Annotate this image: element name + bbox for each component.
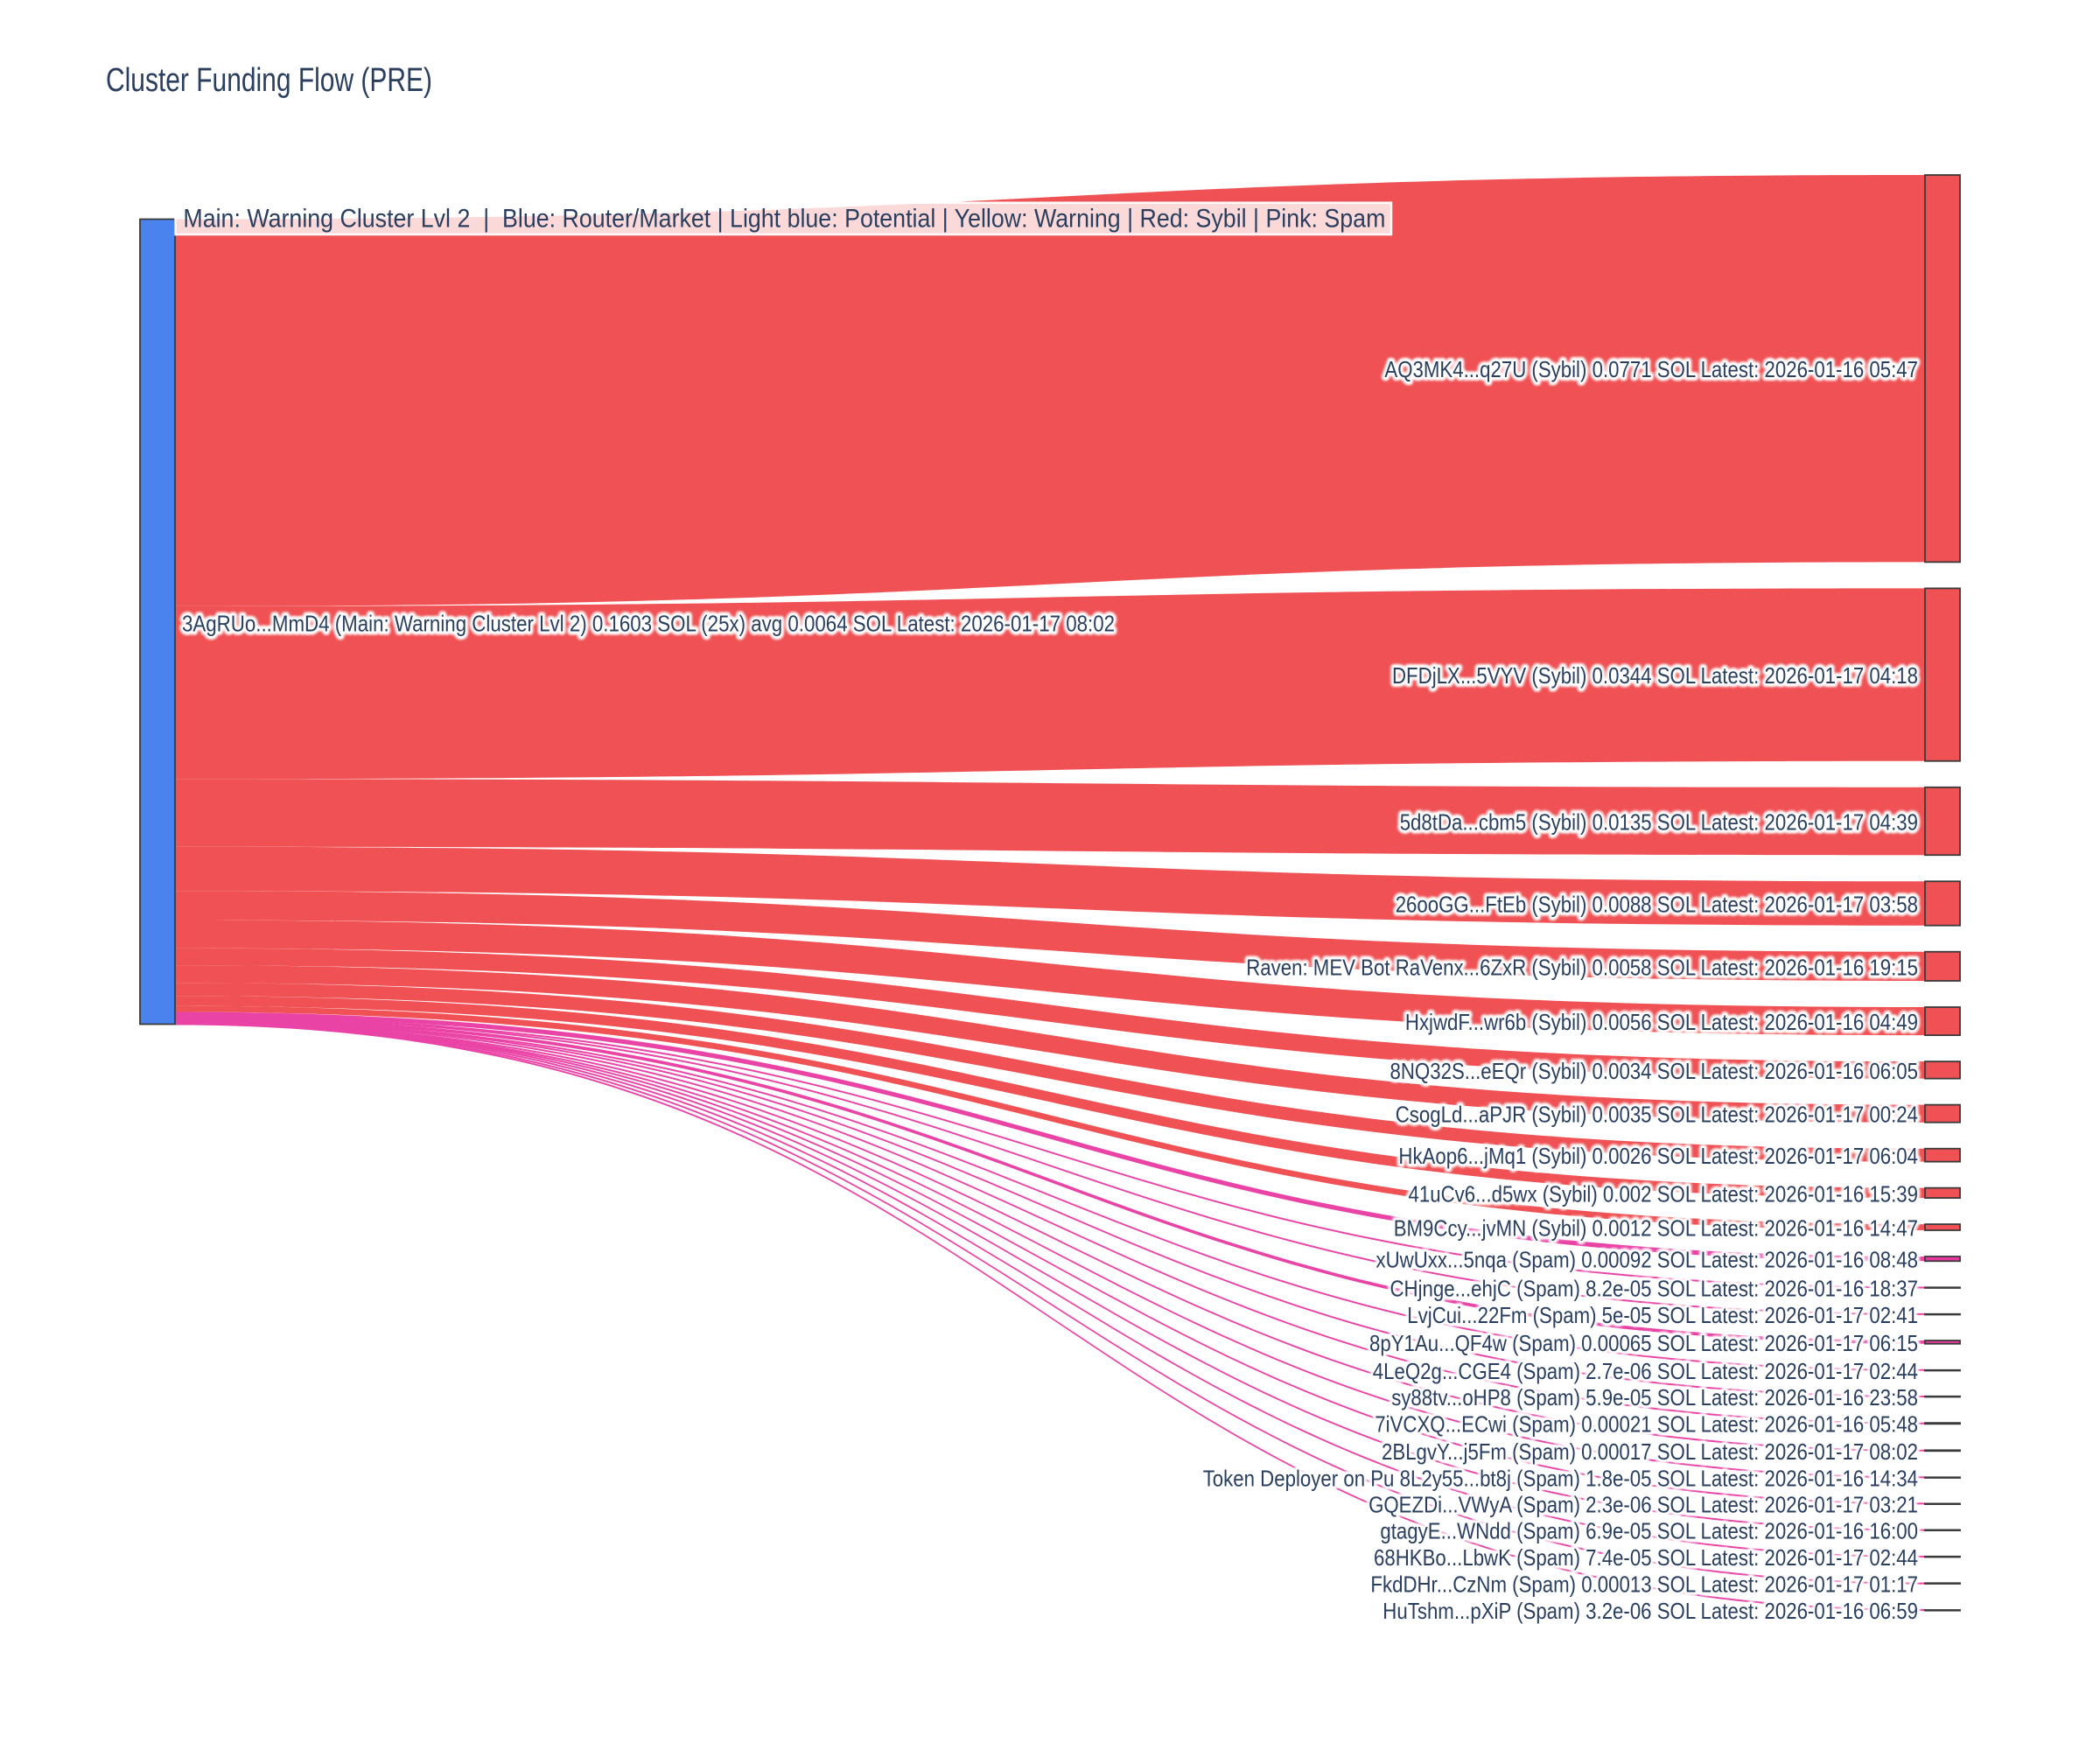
- svg-text:4LeQ2g...CGE4 (Spam) 2.7e-06 S: 4LeQ2g...CGE4 (Spam) 2.7e-06 SOL Latest:…: [1373, 1358, 1918, 1384]
- svg-text:2BLgvY...j5Fm (Spam) 0.00017 S: 2BLgvY...j5Fm (Spam) 0.00017 SOL Latest:…: [1382, 1438, 1918, 1465]
- svg-text:3AgRUo...MmD4 (Main: Warning C: 3AgRUo...MmD4 (Main: Warning Cluster Lvl…: [182, 610, 1115, 636]
- svg-text:5d8tDa...cbm5 (Sybil) 0.0135 S: 5d8tDa...cbm5 (Sybil) 0.0135 SOL Latest:…: [1400, 808, 1918, 835]
- svg-text:Token Deployer on Pu 8L2y55...: Token Deployer on Pu 8L2y55...bt8j (Spam…: [1203, 1465, 1918, 1491]
- svg-text:41uCv6...d5wx (Sybil) 0.002 SO: 41uCv6...d5wx (Sybil) 0.002 SOL Latest: …: [1409, 1180, 1919, 1207]
- svg-text:BM9Ccy...jvMN (Sybil) 0.0012 S: BM9Ccy...jvMN (Sybil) 0.0012 SOL Latest:…: [1394, 1215, 1918, 1242]
- svg-text:AQ3MK4...q27U (Sybil) 0.0771 S: AQ3MK4...q27U (Sybil) 0.0771 SOL Latest:…: [1384, 356, 1918, 382]
- svg-text:Raven: MEV Bot RaVenx...6ZxR (: Raven: MEV Bot RaVenx...6ZxR (Sybil) 0.0…: [1246, 954, 1918, 980]
- svg-text:HuTshm...pXiP (Spam) 3.2e-06 S: HuTshm...pXiP (Spam) 3.2e-06 SOL Latest:…: [1382, 1598, 1918, 1624]
- svg-text:4LeQ2g...CGE4 (Spam) 2.7e-06 S: 4LeQ2g...CGE4 (Spam) 2.7e-06 SOL Latest:…: [1373, 1358, 1918, 1384]
- svg-text:FkdDHr...CzNm (Spam) 0.00013 S: FkdDHr...CzNm (Spam) 0.00013 SOL Latest:…: [1370, 1572, 1918, 1598]
- svg-text:CsogLd...aPJR (Sybil) 0.0035 S: CsogLd...aPJR (Sybil) 0.0035 SOL Latest:…: [1396, 1102, 1918, 1128]
- svg-text:68HKBo...LbwK (Spam) 7.4e-05 S: 68HKBo...LbwK (Spam) 7.4e-05 SOL Latest:…: [1374, 1544, 1918, 1571]
- svg-text:Main: Warning Cluster Lvl 2 |: Main: Warning Cluster Lvl 2 | Blue: Rout…: [183, 205, 1385, 234]
- svg-text:8NQ32S...eEQr (Sybil) 0.0034 S: 8NQ32S...eEQr (Sybil) 0.0034 SOL Latest:…: [1390, 1058, 1919, 1084]
- svg-text:26ooGG...FtEb (Sybil) 0.0088 S: 26ooGG...FtEb (Sybil) 0.0088 SOL Latest:…: [1396, 891, 1918, 917]
- svg-text:3AgRUo...MmD4 (Main: Warning C: 3AgRUo...MmD4 (Main: Warning Cluster Lvl…: [182, 610, 1115, 636]
- svg-text:8pY1Au...QF4w (Spam) 0.00065 S: 8pY1Au...QF4w (Spam) 0.00065 SOL Latest:…: [1369, 1330, 1918, 1356]
- svg-text:LvjCui...22Fm (Spam) 5e-05 SOL: LvjCui...22Fm (Spam) 5e-05 SOL Latest: 2…: [1407, 1302, 1918, 1328]
- svg-text:FkdDHr...CzNm (Spam) 0.00013 S: FkdDHr...CzNm (Spam) 0.00013 SOL Latest:…: [1370, 1572, 1918, 1598]
- svg-text:BM9Ccy...jvMN (Sybil) 0.0012 S: BM9Ccy...jvMN (Sybil) 0.0012 SOL Latest:…: [1394, 1215, 1918, 1242]
- svg-text:Cluster Funding Flow (PRE): Cluster Funding Flow (PRE): [106, 62, 432, 99]
- svg-text:DFDjLX...5VYV (Sybil) 0.0344 S: DFDjLX...5VYV (Sybil) 0.0344 SOL Latest:…: [1392, 662, 1918, 689]
- svg-text:41uCv6...d5wx (Sybil) 0.002 SO: 41uCv6...d5wx (Sybil) 0.002 SOL Latest: …: [1409, 1180, 1919, 1207]
- svg-text:CHjnge...ehjC (Spam) 8.2e-05 S: CHjnge...ehjC (Spam) 8.2e-05 SOL Latest:…: [1390, 1276, 1919, 1302]
- svg-text:26ooGG...FtEb (Sybil) 0.0088 S: 26ooGG...FtEb (Sybil) 0.0088 SOL Latest:…: [1396, 891, 1918, 917]
- svg-text:CsogLd...aPJR (Sybil) 0.0035 S: CsogLd...aPJR (Sybil) 0.0035 SOL Latest:…: [1396, 1102, 1918, 1128]
- svg-text:LvjCui...22Fm (Spam) 5e-05 SOL: LvjCui...22Fm (Spam) 5e-05 SOL Latest: 2…: [1407, 1302, 1918, 1328]
- svg-text:DFDjLX...5VYV (Sybil) 0.0344 S: DFDjLX...5VYV (Sybil) 0.0344 SOL Latest:…: [1392, 662, 1918, 689]
- svg-text:8NQ32S...eEQr (Sybil) 0.0034 S: 8NQ32S...eEQr (Sybil) 0.0034 SOL Latest:…: [1390, 1058, 1919, 1084]
- svg-text:sy88tv...oHP8 (Spam) 5.9e-05 S: sy88tv...oHP8 (Spam) 5.9e-05 SOL Latest:…: [1391, 1384, 1918, 1410]
- svg-text:GQEZDi...VWyA (Spam) 2.3e-06 S: GQEZDi...VWyA (Spam) 2.3e-06 SOL Latest:…: [1368, 1491, 1918, 1517]
- svg-text:GQEZDi...VWyA (Spam) 2.3e-06 S: GQEZDi...VWyA (Spam) 2.3e-06 SOL Latest:…: [1368, 1491, 1918, 1517]
- svg-text:8pY1Au...QF4w (Spam) 0.00065 S: 8pY1Au...QF4w (Spam) 0.00065 SOL Latest:…: [1369, 1330, 1918, 1356]
- svg-text:5d8tDa...cbm5 (Sybil) 0.0135 S: 5d8tDa...cbm5 (Sybil) 0.0135 SOL Latest:…: [1400, 808, 1918, 835]
- svg-text:HkAop6...jMq1 (Sybil) 0.0026 S: HkAop6...jMq1 (Sybil) 0.0026 SOL Latest:…: [1398, 1143, 1918, 1169]
- svg-text:gtagyE...WNdd (Spam) 6.9e-05 S: gtagyE...WNdd (Spam) 6.9e-05 SOL Latest:…: [1380, 1518, 1918, 1544]
- svg-text:HxjwdF...wr6b (Sybil) 0.0056 S: HxjwdF...wr6b (Sybil) 0.0056 SOL Latest:…: [1405, 1009, 1918, 1035]
- svg-text:xUwUxx...5nqa (Spam) 0.00092 S: xUwUxx...5nqa (Spam) 0.00092 SOL Latest:…: [1376, 1247, 1919, 1273]
- svg-text:2BLgvY...j5Fm (Spam) 0.00017 S: 2BLgvY...j5Fm (Spam) 0.00017 SOL Latest:…: [1382, 1438, 1918, 1465]
- svg-text:sy88tv...oHP8 (Spam) 5.9e-05 S: sy88tv...oHP8 (Spam) 5.9e-05 SOL Latest:…: [1391, 1384, 1918, 1410]
- svg-text:Raven: MEV Bot RaVenx...6ZxR (: Raven: MEV Bot RaVenx...6ZxR (Sybil) 0.0…: [1246, 954, 1918, 980]
- svg-text:7iVCXQ...ECwi (Spam) 0.00021 S: 7iVCXQ...ECwi (Spam) 0.00021 SOL Latest:…: [1375, 1411, 1918, 1438]
- svg-text:68HKBo...LbwK (Spam) 7.4e-05 S: 68HKBo...LbwK (Spam) 7.4e-05 SOL Latest:…: [1374, 1544, 1918, 1571]
- svg-text:AQ3MK4...q27U (Sybil) 0.0771 S: AQ3MK4...q27U (Sybil) 0.0771 SOL Latest:…: [1384, 356, 1918, 382]
- svg-text:gtagyE...WNdd (Spam) 6.9e-05 S: gtagyE...WNdd (Spam) 6.9e-05 SOL Latest:…: [1380, 1518, 1918, 1544]
- svg-text:Token Deployer on Pu 8L2y55...: Token Deployer on Pu 8L2y55...bt8j (Spam…: [1203, 1465, 1918, 1491]
- svg-text:xUwUxx...5nqa (Spam) 0.00092 S: xUwUxx...5nqa (Spam) 0.00092 SOL Latest:…: [1376, 1247, 1919, 1273]
- svg-text:7iVCXQ...ECwi (Spam) 0.00021 S: 7iVCXQ...ECwi (Spam) 0.00021 SOL Latest:…: [1375, 1411, 1918, 1438]
- svg-text:HuTshm...pXiP (Spam) 3.2e-06 S: HuTshm...pXiP (Spam) 3.2e-06 SOL Latest:…: [1382, 1598, 1918, 1624]
- svg-text:CHjnge...ehjC (Spam) 8.2e-05 S: CHjnge...ehjC (Spam) 8.2e-05 SOL Latest:…: [1390, 1276, 1919, 1302]
- svg-text:HkAop6...jMq1 (Sybil) 0.0026 S: HkAop6...jMq1 (Sybil) 0.0026 SOL Latest:…: [1398, 1143, 1918, 1169]
- svg-text:HxjwdF...wr6b (Sybil) 0.0056 S: HxjwdF...wr6b (Sybil) 0.0056 SOL Latest:…: [1405, 1009, 1918, 1035]
